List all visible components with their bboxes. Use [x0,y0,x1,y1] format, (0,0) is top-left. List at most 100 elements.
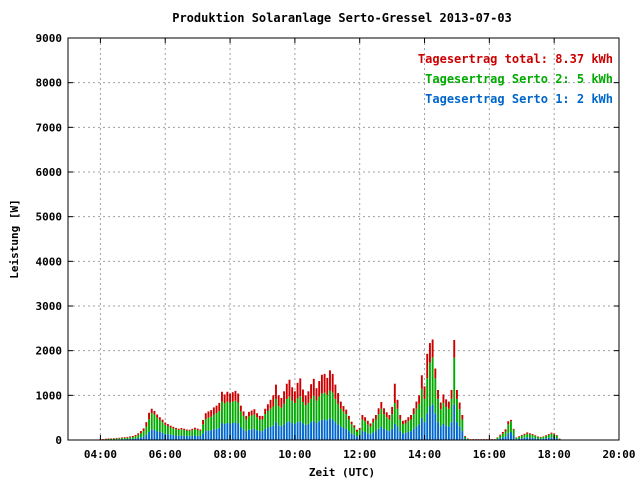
ticks: 0 1000 2000 3000 4000 5000 6000 7000 8000 9000 04:… [36,32,636,461]
bar-segment [280,407,283,427]
bar-segment [518,436,521,437]
bar-segment [499,434,502,436]
bar-segment [510,431,512,440]
bar-segment [418,424,421,440]
bar-segment [158,431,161,440]
bar-segment [366,424,369,434]
bar-segment [442,423,445,440]
bar-segment [250,410,253,416]
bar-segment [520,435,523,439]
bar-segment [334,384,337,399]
x-tick-label: 20:00 [602,448,635,461]
bar-segment [285,398,288,423]
bar-segment [453,357,456,405]
bar-segment [207,411,210,418]
x-tick-label: 12:00 [343,448,376,461]
bar-segment [129,438,132,440]
bar-segment [401,420,404,425]
bar-segment [210,416,213,431]
bar-segment [388,419,391,432]
bar-segment [323,392,326,420]
bar-segment [196,429,199,436]
bar-segment [191,430,194,436]
bar-segment [553,433,556,435]
bar-segment [175,427,177,430]
bar-segment [312,378,315,396]
bar-segment [218,427,221,440]
bar-segment [145,422,148,427]
bar-segment [183,428,186,430]
bar-segment [531,437,534,440]
bar-segment [129,436,132,438]
bar-segment [347,419,350,432]
bar-segment [234,390,237,401]
bar-segment [156,414,159,418]
bar-segment [142,431,145,437]
bar-segment [153,414,156,430]
bar-segment [248,411,250,417]
bar-segment [466,438,469,440]
bar-segment [315,423,318,440]
bar-segment [134,438,137,440]
bar-segment [434,368,437,379]
bar-segment [185,435,188,440]
bar-segment [483,439,485,440]
bar-segment [539,437,542,439]
bar-segment [407,417,410,422]
bar-segment [442,402,445,424]
bar-segment [437,398,439,423]
bar-segment [393,383,396,403]
bar-segment [234,422,237,440]
bar-segment [391,428,394,440]
bar-segment [212,429,215,440]
bar-segment [361,419,364,432]
bar-segment [229,402,231,424]
bar-segment [555,438,558,440]
bar-segment [156,417,159,432]
bar-segment [426,413,429,440]
bar-segment [347,415,350,420]
bar-segment [374,431,377,440]
bar-segment [428,362,431,407]
bar-segment [512,428,515,430]
bar-segment [161,419,164,423]
bar-segment [499,435,502,439]
bar-segment [299,378,302,397]
bar-segment [453,339,456,358]
bar-segment [237,423,240,440]
bar-segment [302,423,304,440]
bar-segment [369,434,372,440]
bar-segment [399,414,402,420]
bar-segment [137,434,140,438]
bar-segment [531,434,534,438]
bar-segment [358,429,361,436]
bar-segment [194,435,196,440]
bar-segment [450,398,453,423]
bar-segment [264,408,267,415]
grid [68,38,619,440]
bar-segment [156,431,159,440]
y-tick-label: 6000 [36,166,63,179]
bar-segment [315,400,318,424]
bar-segment [369,426,372,435]
bar-segment [350,424,353,434]
bar-segment [188,429,191,431]
bar-segment [366,420,369,425]
bar-segment [115,438,118,440]
bar-segment [420,417,423,440]
bar-segment [404,419,407,424]
bar-segment [134,434,137,437]
bar-segment [283,403,286,425]
bar-segment [320,374,323,394]
bar-segment [380,402,383,409]
bar-segment [334,422,337,440]
bar-segment [118,438,121,440]
bar-segment [142,428,145,432]
bar-segment [296,382,299,399]
bar-segment [191,428,194,431]
bar-segment [104,438,107,440]
bar-segment [234,400,237,423]
bar-segment [148,412,150,420]
bar-segment [137,433,140,435]
